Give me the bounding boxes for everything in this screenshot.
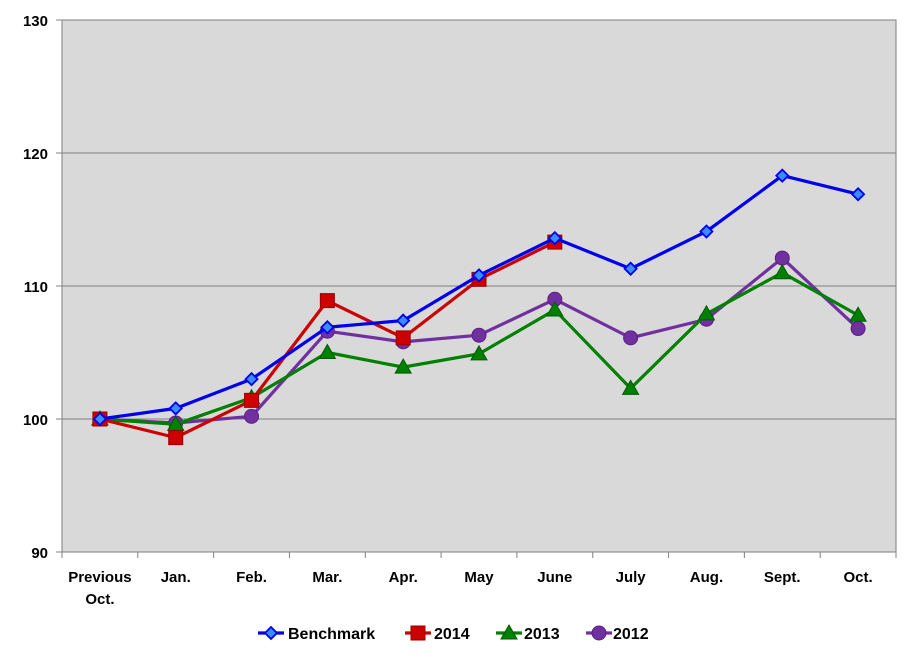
data-point (774, 168, 790, 183)
data-point (318, 343, 337, 359)
legend-marker (591, 625, 607, 641)
series-benchmark (92, 168, 866, 427)
legend-marker (500, 623, 518, 640)
y-tick-label: 110 (24, 279, 48, 296)
x-tick-label: Aug. (690, 569, 723, 586)
data-point (623, 330, 639, 346)
x-tick-label-line: Sept. (764, 569, 801, 586)
x-tick-label-line: Apr. (389, 569, 418, 586)
data-point (471, 327, 487, 343)
data-point (621, 379, 640, 395)
x-tick-label: July (616, 569, 647, 586)
x-tick-label: June (537, 569, 572, 586)
y-tick-label: 100 (23, 412, 48, 429)
x-tick-label: Oct. (843, 569, 872, 586)
x-tick-label: Sept. (764, 569, 801, 586)
data-point (470, 344, 488, 361)
data-point (395, 330, 411, 346)
legend-label: 2013 (524, 626, 560, 643)
data-point (395, 313, 411, 328)
x-tick-label-line: July (616, 569, 647, 586)
x-tick-label: Jan. (161, 569, 191, 586)
legend: Benchmark 2014 2013 2012 (258, 623, 649, 643)
data-point (545, 300, 564, 317)
y-tick-label: 90 (31, 545, 48, 562)
x-tick-label: Apr. (389, 569, 418, 586)
x-tick-label-line: Aug. (690, 569, 723, 586)
x-tick-label-line: Oct. (843, 569, 872, 586)
legend-item-2012: 2012 (586, 625, 649, 643)
data-point (774, 250, 790, 266)
series-group (91, 168, 867, 446)
x-tick-label-line: Mar. (312, 569, 342, 586)
data-point (850, 321, 866, 337)
x-tick-label-line: Previous (68, 569, 131, 586)
legend-marker (263, 625, 279, 641)
data-point (168, 401, 184, 416)
x-axis-ticks: Previous Oct. Jan. Feb. Mar. Apr. May June July A… (68, 569, 872, 608)
x-tick-label-line: Feb. (236, 569, 267, 586)
data-point (244, 408, 260, 424)
y-tick-label: 130 (23, 13, 48, 30)
legend-marker (410, 625, 426, 641)
legend-label: 2012 (613, 626, 649, 643)
data-point (547, 230, 563, 246)
data-point (850, 186, 866, 202)
data-point (623, 261, 638, 276)
data-point (471, 268, 487, 283)
legend-label: 2014 (434, 626, 470, 643)
x-tick-label-line: May (464, 569, 494, 586)
x-tick-label-line: Jan. (161, 569, 191, 586)
data-point (699, 224, 714, 239)
data-point (849, 306, 867, 322)
axes (61, 552, 897, 558)
x-tick-label: May (464, 569, 494, 586)
data-point (168, 430, 184, 446)
data-point (697, 304, 716, 321)
data-point (244, 392, 260, 408)
legend-item-2014: 2014 (405, 625, 470, 643)
data-point (773, 263, 792, 280)
x-tick-label-line: June (537, 569, 572, 586)
y-axis-ticks: 90 100 110 120 130 (23, 13, 62, 562)
data-point (320, 319, 335, 335)
y-tick-label: 120 (23, 146, 48, 163)
data-point (244, 371, 259, 387)
x-tick-label: Previous Oct. (68, 569, 131, 608)
data-point (92, 411, 108, 427)
data-point (394, 358, 413, 374)
x-tick-label: Mar. (312, 569, 342, 586)
x-tick-label: Feb. (236, 569, 267, 586)
legend-item-benchmark: Benchmark (258, 625, 375, 643)
data-point (319, 293, 335, 309)
x-tick-label-line: Oct. (85, 591, 114, 608)
legend-item-2013: 2013 (496, 623, 560, 643)
legend-label: Benchmark (288, 626, 375, 643)
